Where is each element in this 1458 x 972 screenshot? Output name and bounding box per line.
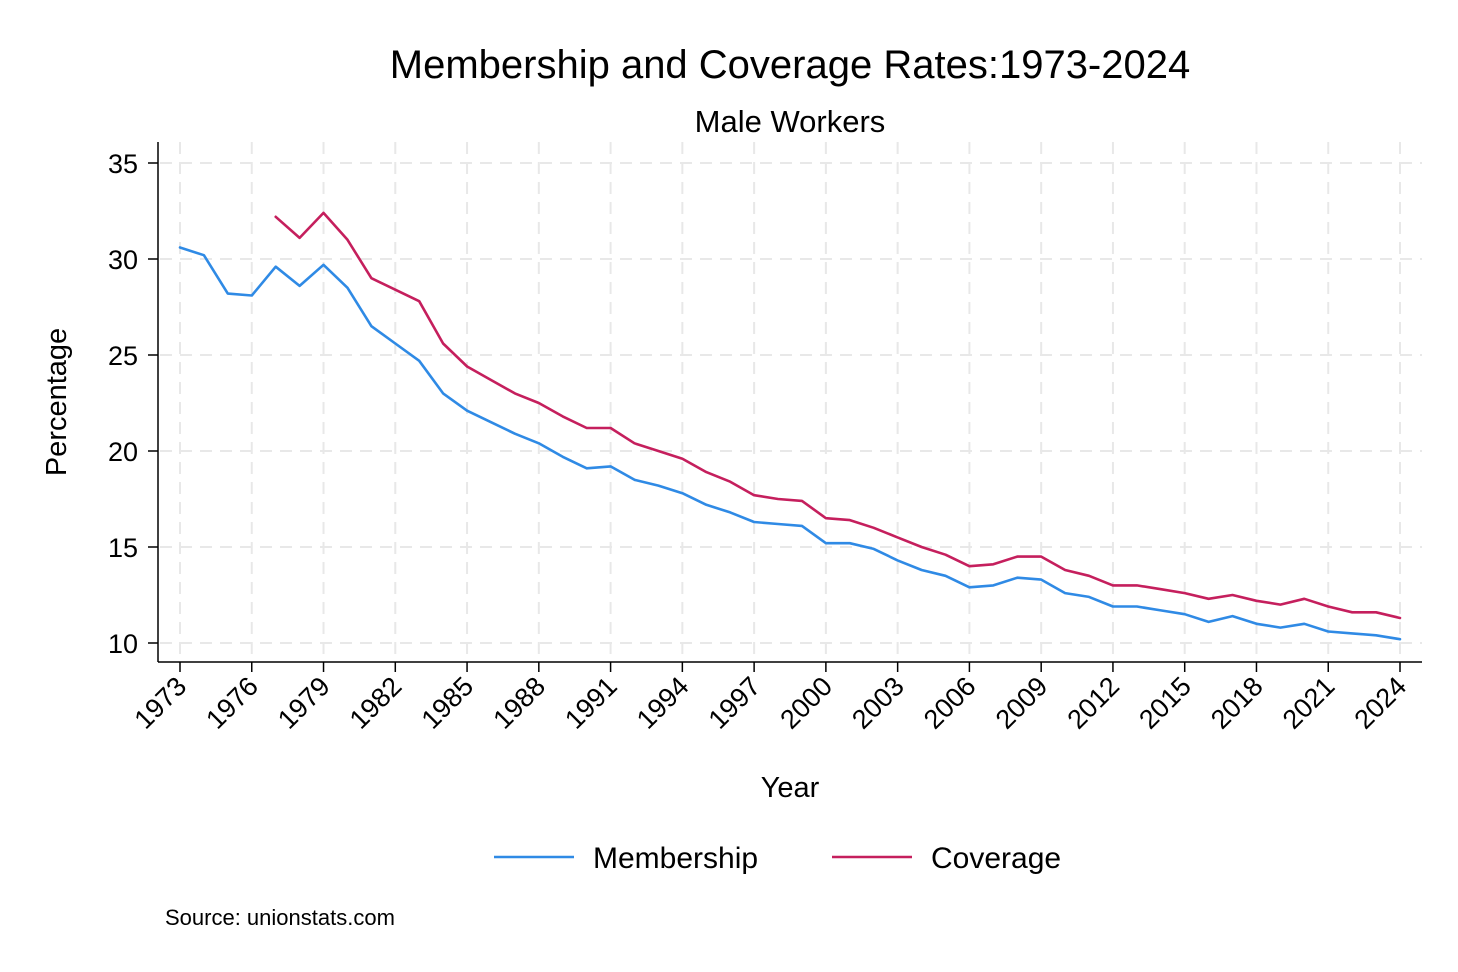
x-tick-label: 1991 bbox=[559, 671, 623, 735]
x-tick-label: 1994 bbox=[631, 671, 695, 735]
x-tick-label: 1976 bbox=[200, 671, 264, 735]
x-axis-title: Year bbox=[761, 772, 820, 804]
legend: Membership Coverage bbox=[494, 842, 1061, 875]
x-tick-label: 2000 bbox=[774, 671, 838, 735]
chart-title: Membership and Coverage Rates:1973-2024 bbox=[390, 43, 1191, 87]
source-note: Source: unionstats.com bbox=[165, 905, 395, 930]
x-tick-label: 1988 bbox=[487, 671, 551, 735]
x-ticks: 1973 1976 1979 1982 1985 1988 1991 1994 1997 2000… bbox=[129, 662, 1413, 735]
x-tick-label: 2003 bbox=[846, 671, 910, 735]
x-tick-label: 2006 bbox=[918, 671, 982, 735]
plot-area bbox=[178, 211, 1402, 641]
x-tick-label: 2012 bbox=[1061, 671, 1125, 735]
x-tick-label: 1979 bbox=[272, 671, 336, 735]
y-tick-label: 20 bbox=[108, 437, 138, 467]
series-line-membership bbox=[178, 246, 1402, 641]
x-tick-label: 2015 bbox=[1133, 671, 1197, 735]
y-tick-label: 15 bbox=[108, 533, 138, 563]
y-ticks: 10 15 20 25 30 35 bbox=[108, 149, 158, 659]
x-tick-label: 2009 bbox=[990, 671, 1054, 735]
x-tick-label: 1973 bbox=[129, 671, 193, 735]
y-tick-label: 25 bbox=[108, 341, 138, 371]
x-tick-label: 2024 bbox=[1349, 671, 1413, 735]
legend-label-coverage: Coverage bbox=[931, 842, 1061, 875]
x-tick-label: 2021 bbox=[1277, 671, 1341, 735]
x-tick-label: 1982 bbox=[344, 671, 408, 735]
legend-label-membership: Membership bbox=[593, 842, 758, 875]
series-line-coverage bbox=[274, 211, 1402, 620]
y-tick-label: 30 bbox=[108, 245, 138, 275]
y-tick-label: 35 bbox=[108, 149, 138, 179]
x-tick-label: 1985 bbox=[416, 671, 480, 735]
x-tick-label: 1997 bbox=[703, 671, 767, 735]
y-axis-title: Percentage bbox=[41, 328, 73, 476]
x-tick-label: 2018 bbox=[1205, 671, 1269, 735]
chart-subtitle: Male Workers bbox=[695, 104, 886, 139]
y-tick-label: 10 bbox=[108, 629, 138, 659]
grid bbox=[160, 142, 1422, 660]
